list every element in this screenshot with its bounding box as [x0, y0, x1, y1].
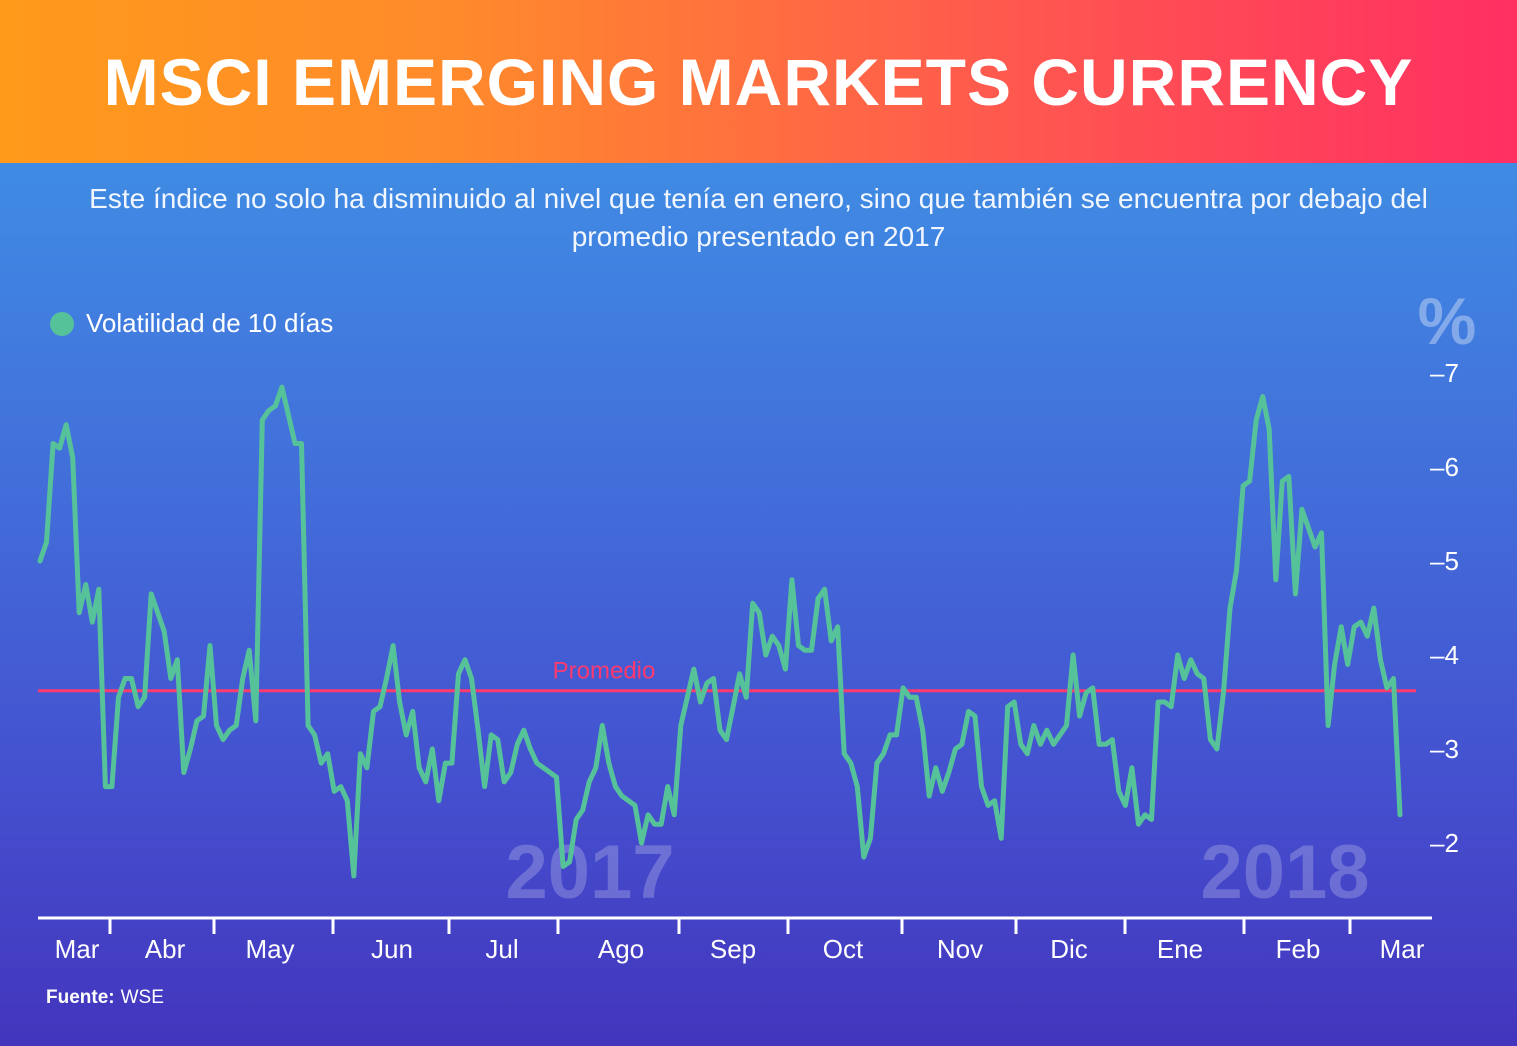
title-banner: MSCI EMERGING MARKETS CURRENCY [0, 0, 1517, 163]
x-tick-label-ago: Ago [598, 934, 644, 964]
legend-label: Volatilidad de 10 días [86, 308, 334, 338]
legend-marker-icon [50, 311, 74, 336]
legend: Volatilidad de 10 días [50, 308, 333, 339]
x-tick-label-abr: Abr [145, 934, 186, 964]
y-tick-label: –4 [1430, 640, 1459, 670]
year-label-2017: 2017 [505, 830, 674, 915]
series-line-volatilidad [37, 384, 1403, 879]
x-tick-label-dic: Dic [1050, 934, 1088, 964]
x-tick-label-mar: Mar [1380, 934, 1425, 964]
average-label: Promedio [553, 658, 656, 685]
y-tick-label: –5 [1430, 546, 1459, 576]
y-axis-unit: % [1418, 284, 1477, 358]
y-tick-label: –6 [1430, 452, 1459, 482]
x-tick-label-feb: Feb [1276, 934, 1321, 964]
x-tick-label-mar: Mar [55, 934, 100, 964]
y-tick-label: –7 [1430, 358, 1459, 388]
x-tick-label-may: May [245, 934, 294, 964]
x-tick-label-nov: Nov [937, 934, 983, 964]
x-tick-label-sep: Sep [710, 934, 756, 964]
chart-title: MSCI EMERGING MARKETS CURRENCY [103, 44, 1414, 119]
y-tick-label: –2 [1430, 828, 1459, 858]
y-tick-label: –3 [1430, 734, 1459, 764]
x-tick-label-jun: Jun [371, 934, 413, 964]
source-note: Fuente: WSE [46, 987, 164, 1009]
source-label: Fuente: [46, 987, 115, 1008]
chart-subtitle: Este índice no solo ha disminuido al niv… [89, 183, 1428, 252]
x-tick-label-jul: Jul [485, 934, 518, 964]
x-tick-label-ene: Ene [1157, 934, 1203, 964]
x-tick-label-oct: Oct [823, 934, 864, 964]
source-value: WSE [120, 987, 164, 1008]
year-label-2018: 2018 [1200, 830, 1369, 915]
